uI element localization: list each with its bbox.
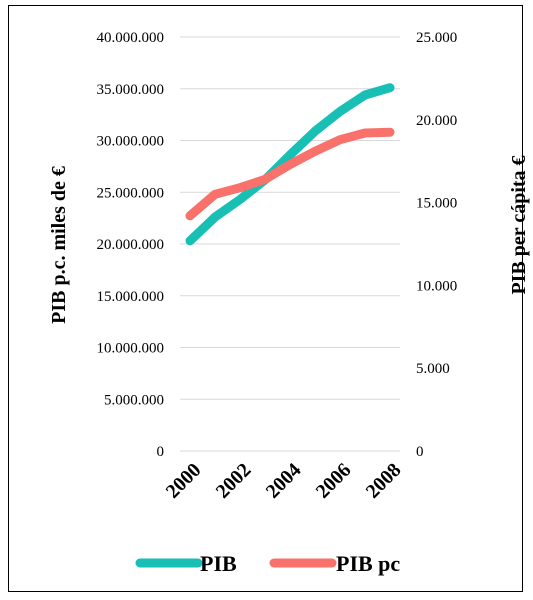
chart-frame (8, 5, 523, 592)
x-tick-label: 2004 (262, 459, 306, 503)
x-tick-label: 2002 (212, 459, 256, 503)
x-tick-label: 2008 (362, 459, 406, 503)
left-tick-label: 30.000.000 (97, 134, 165, 150)
left-axis-title: PIB p.c. miles de € (48, 166, 70, 324)
legend: PIB PIB pc (135, 551, 400, 576)
series-lines (185, 83, 395, 246)
gridlines (180, 36, 400, 452)
right-axis-ticks: 0 5.000 10.000 15.000 20.000 25.000 (416, 30, 457, 460)
left-tick-label: 25.000.000 (97, 185, 165, 201)
left-tick-label: 20.000.000 (97, 237, 165, 253)
left-tick-label: 10.000.000 (97, 341, 165, 357)
right-tick-label: 25.000 (416, 30, 457, 46)
series-line-pib (185, 83, 395, 246)
x-tick-label: 2006 (312, 459, 356, 503)
series-line-pib-pc (185, 127, 395, 221)
right-tick-label: 20.000 (416, 113, 457, 129)
legend-label-pibpc: PIB pc (336, 551, 400, 576)
legend-label-pib: PIB (200, 551, 237, 576)
left-tick-label: 35.000.000 (97, 82, 165, 98)
right-tick-label: 15.000 (416, 196, 457, 212)
x-tick-label: 2000 (162, 459, 206, 503)
x-axis-ticks: 2000 2002 2004 2006 2008 (162, 459, 406, 503)
left-axis-ticks: 0 5.000.000 10.000.000 15.000.000 20.000.000… (97, 30, 165, 460)
right-tick-label: 10.000 (416, 278, 457, 294)
left-tick-label: 15.000.000 (97, 289, 165, 305)
right-tick-label: 5.000 (416, 361, 450, 377)
left-tick-label: 5.000.000 (104, 392, 164, 408)
right-axis-title: PIB per cápita € (508, 155, 530, 294)
left-tick-label: 40.000.000 (97, 30, 165, 46)
right-tick-label: 0 (416, 444, 424, 460)
left-tick-label: 0 (157, 444, 165, 460)
